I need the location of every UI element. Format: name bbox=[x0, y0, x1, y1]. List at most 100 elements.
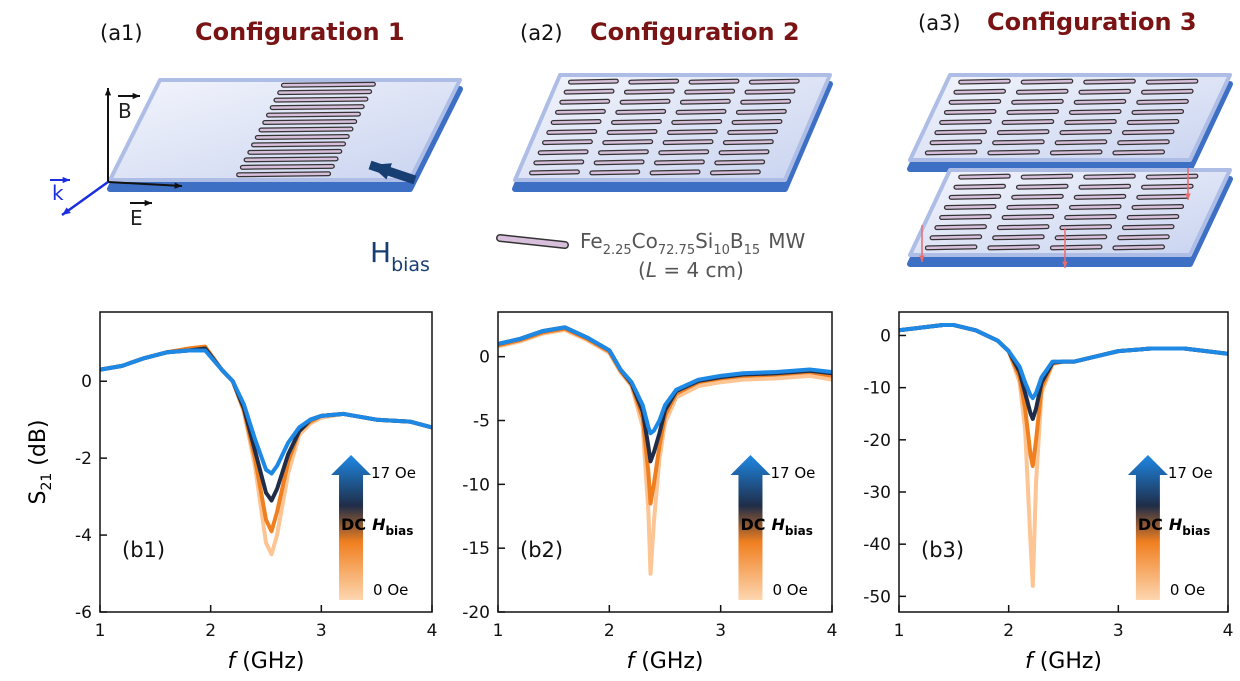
wire-core bbox=[612, 120, 661, 124]
wire-core bbox=[620, 100, 670, 104]
wire-core bbox=[1123, 130, 1174, 134]
wire-core bbox=[556, 110, 605, 114]
plate-top bbox=[908, 73, 1232, 162]
wire-core bbox=[650, 170, 700, 175]
wire-core bbox=[256, 135, 349, 139]
panel-title: Configuration 3 bbox=[987, 8, 1197, 36]
wire-core bbox=[1051, 150, 1102, 155]
el: B bbox=[730, 229, 744, 253]
wire-core bbox=[1079, 184, 1130, 189]
wire-core bbox=[659, 150, 708, 154]
wire-core bbox=[945, 205, 996, 209]
wire-core bbox=[564, 89, 614, 94]
wire-core bbox=[616, 110, 665, 114]
wire-core bbox=[1021, 174, 1073, 179]
y-tick-label: -10 bbox=[462, 475, 490, 495]
x-tick-label: 1 bbox=[493, 621, 504, 641]
wire-core bbox=[252, 142, 345, 147]
colorbar-min: 0 Oe bbox=[1170, 581, 1205, 599]
wire-core bbox=[668, 130, 717, 134]
sub: 72.75 bbox=[658, 243, 695, 258]
x-tick-label: 1 bbox=[95, 621, 106, 641]
wire-core bbox=[930, 140, 981, 145]
wire-core bbox=[1127, 215, 1179, 219]
x-tick-label: 4 bbox=[827, 621, 838, 641]
x-tick-label: 3 bbox=[316, 621, 327, 641]
y-tick-label: -2 bbox=[75, 449, 92, 469]
panel-label: (b2) bbox=[520, 538, 563, 562]
illustrations bbox=[50, 73, 1233, 268]
plate bbox=[107, 78, 463, 192]
wire-core bbox=[993, 140, 1044, 145]
wire-core bbox=[629, 79, 678, 84]
cb-dc: DC bbox=[1138, 515, 1163, 534]
wire-core bbox=[1055, 140, 1107, 145]
cb-sub: bias bbox=[1182, 524, 1210, 538]
rest: = 4 cm) bbox=[657, 258, 744, 282]
y-label-unit: (dB) bbox=[26, 419, 51, 472]
x-label-unit: (GHz) bbox=[1033, 649, 1102, 674]
chart: 1 2 3 4 -50 -40 -30 -20 -10 0 (b3) f (GHz) 17 Oe 0 Oe… bbox=[863, 311, 1234, 674]
x-tick-label: 4 bbox=[1223, 621, 1234, 641]
series-line bbox=[100, 344, 432, 534]
wire-core bbox=[988, 150, 1039, 155]
e-axis bbox=[107, 181, 183, 187]
x-tick-label: 4 bbox=[427, 621, 438, 641]
wire-icon-core bbox=[497, 235, 568, 248]
wire-core bbox=[1074, 195, 1126, 199]
red-arrow-head bbox=[1185, 193, 1191, 200]
colorbar bbox=[1127, 455, 1168, 600]
series-line bbox=[899, 323, 1228, 421]
charts: 1 2 3 4-6-4-20(b1)f (GHz)S21 (dB)17 Oe0 OeD… bbox=[26, 311, 1234, 674]
series-line bbox=[498, 325, 832, 436]
wire-core bbox=[940, 215, 991, 219]
wire-core bbox=[741, 100, 790, 104]
x-axis-label: f (GHz) bbox=[227, 649, 304, 674]
y-axis-label: S21 (dB) bbox=[26, 419, 55, 504]
wire-core bbox=[1127, 120, 1179, 124]
h-bias-arrow-head bbox=[370, 163, 392, 180]
wire-core bbox=[926, 245, 977, 250]
wire-core bbox=[998, 130, 1049, 134]
wire-core bbox=[998, 225, 1049, 229]
y-tick-label: -30 bbox=[863, 483, 891, 503]
el: Si bbox=[695, 229, 713, 253]
wire-core bbox=[1084, 174, 1135, 179]
h: H bbox=[370, 236, 391, 269]
series-line bbox=[899, 323, 1228, 401]
x-axis-label: f (GHz) bbox=[626, 649, 703, 674]
panel-label: (b1) bbox=[122, 538, 165, 562]
wire-core bbox=[1074, 100, 1126, 104]
panel-title: Configuration 2 bbox=[590, 18, 800, 46]
wire-core bbox=[715, 160, 764, 165]
wire-core bbox=[1070, 110, 1121, 114]
wire-core bbox=[1084, 79, 1135, 84]
l: L bbox=[646, 258, 657, 282]
wire-core bbox=[1070, 205, 1121, 209]
wire-core bbox=[1017, 89, 1068, 94]
y-tick-label: -50 bbox=[863, 587, 891, 607]
bias: bias bbox=[391, 254, 430, 276]
material-label: Fe2.25Co72.75Si10B15 MW bbox=[580, 229, 805, 258]
wire-core bbox=[560, 100, 609, 104]
wire-core bbox=[1065, 215, 1116, 219]
y-tick-label: -15 bbox=[462, 539, 490, 559]
series-line bbox=[899, 323, 1228, 468]
wire-core bbox=[1007, 110, 1058, 114]
y-tick-label: -4 bbox=[75, 526, 92, 546]
sub: 15 bbox=[744, 243, 761, 258]
b-vec-head bbox=[132, 92, 140, 100]
cb-h: H bbox=[372, 515, 386, 534]
cb-h: H bbox=[1169, 515, 1183, 534]
wire-core bbox=[547, 130, 596, 134]
wire-core bbox=[607, 130, 657, 134]
wire-core bbox=[534, 160, 584, 165]
paren: ( bbox=[638, 258, 646, 282]
wire-core bbox=[551, 120, 601, 124]
x-label-var: f bbox=[1025, 649, 1036, 674]
plate-top bbox=[908, 168, 1232, 257]
plot-frame bbox=[99, 311, 433, 613]
colorbar-label: DC Hbias bbox=[1138, 515, 1210, 538]
k-axis bbox=[61, 180, 109, 217]
